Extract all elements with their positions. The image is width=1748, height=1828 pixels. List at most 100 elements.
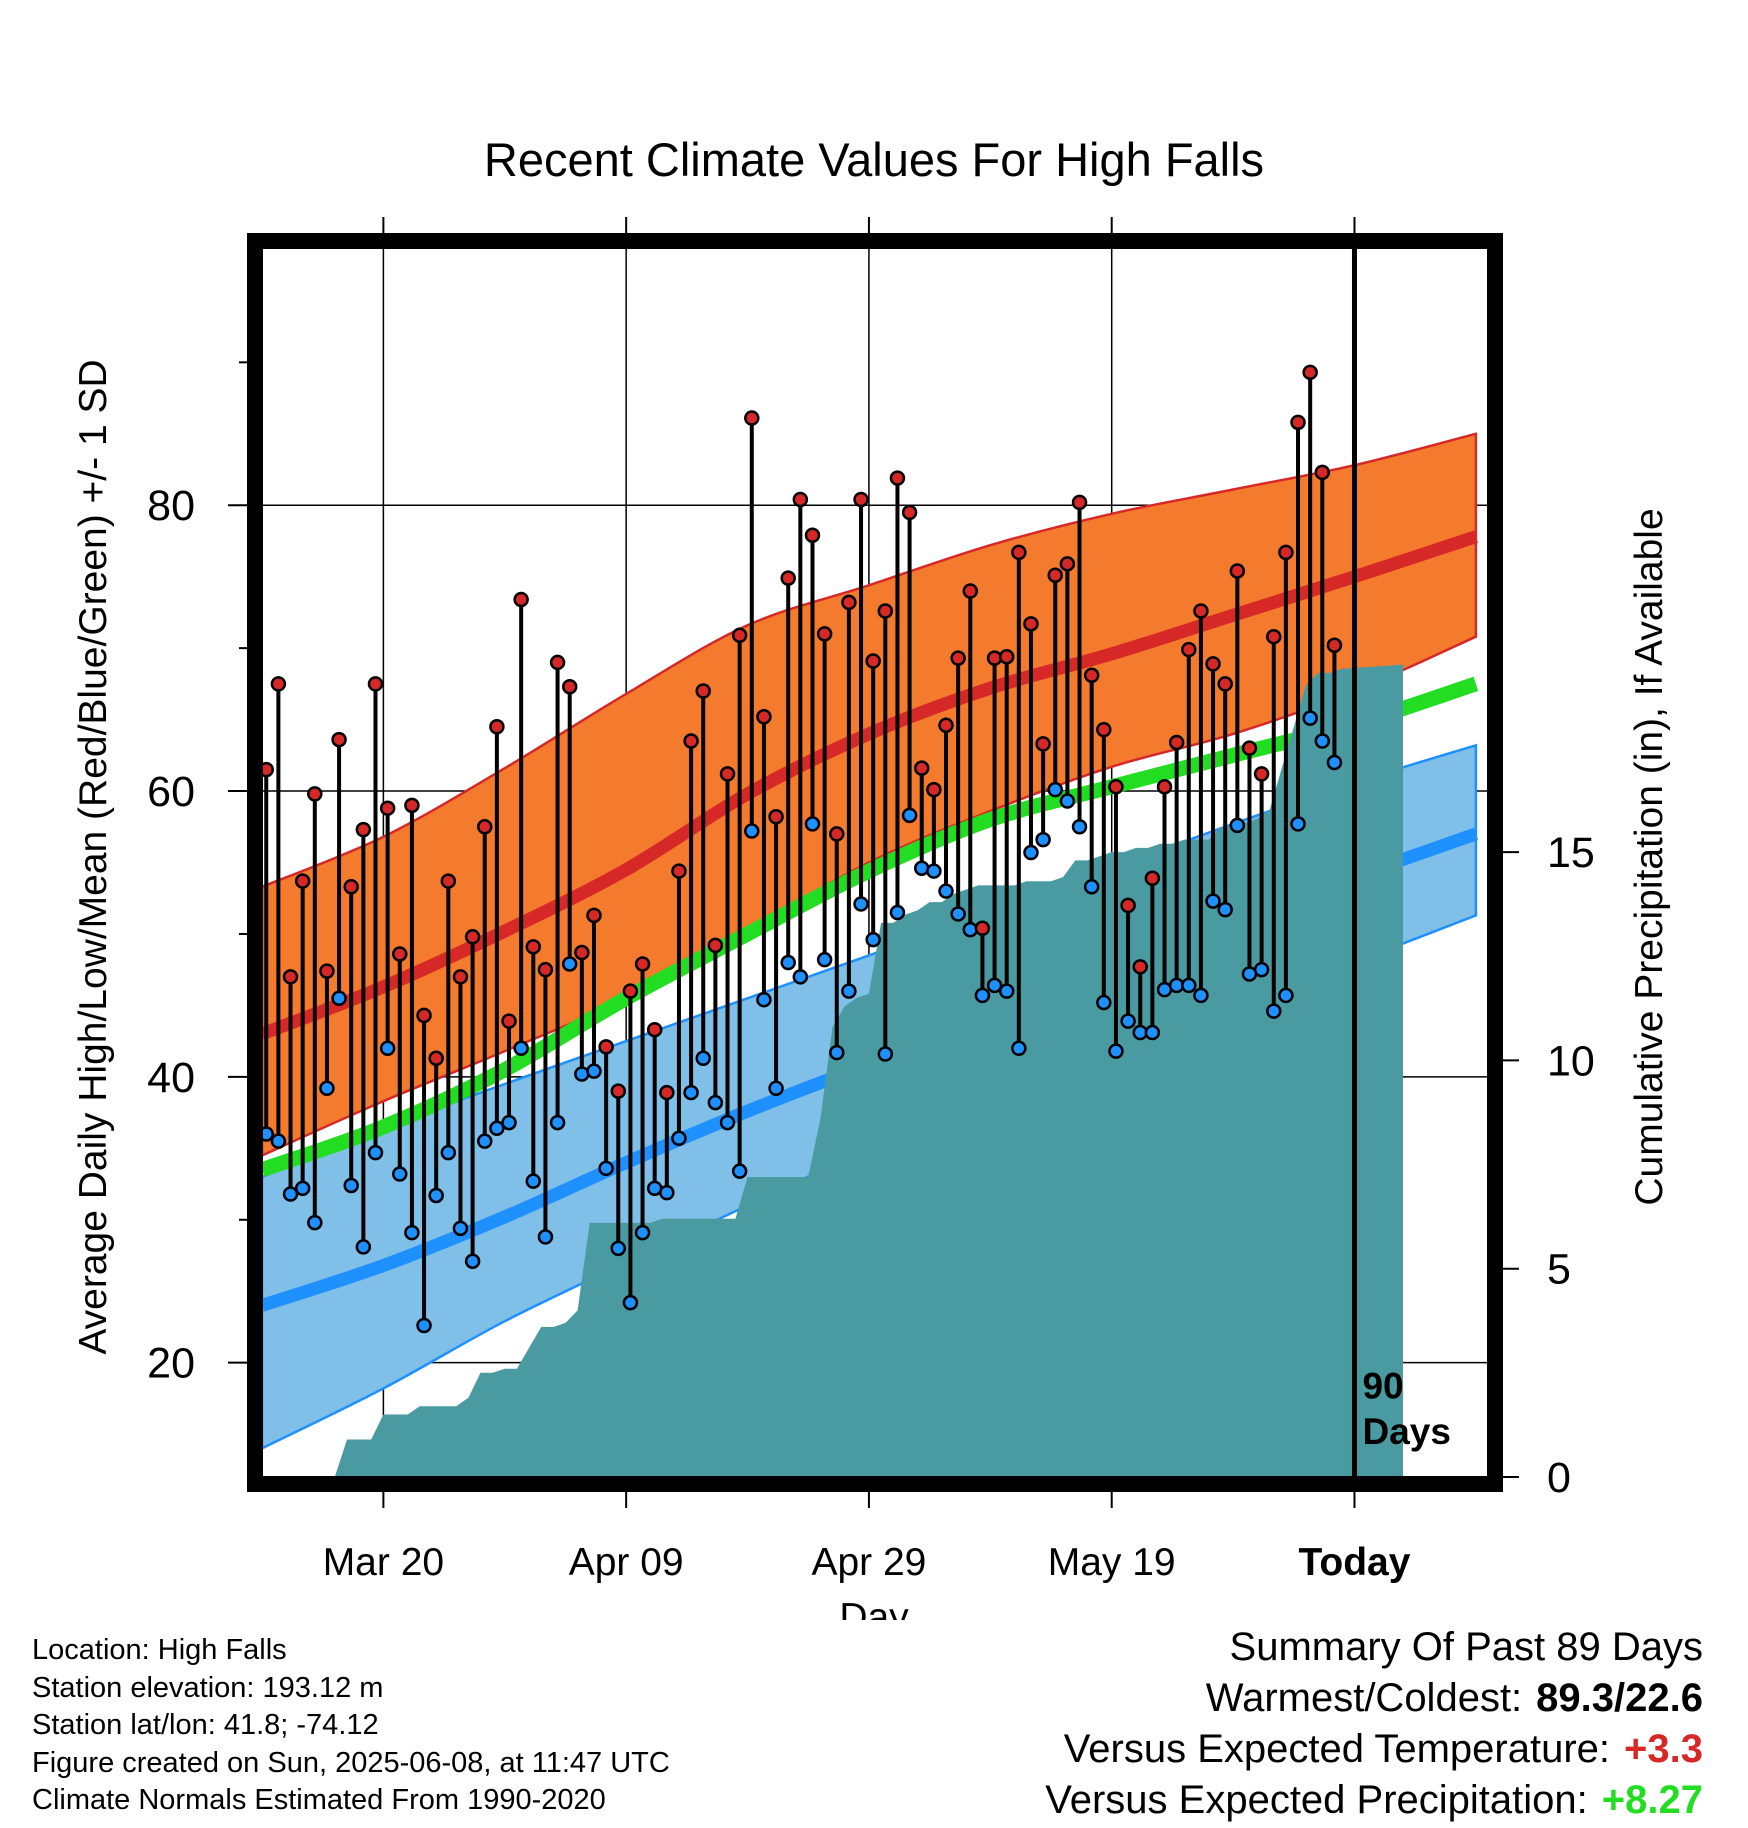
daily-high-point <box>489 718 505 735</box>
daily-high-point <box>1193 603 1209 619</box>
daily-low-point <box>1205 893 1221 909</box>
daily-high-point <box>428 1050 444 1067</box>
daily-low-point <box>428 1187 444 1204</box>
daily-high-point <box>1205 656 1221 672</box>
high-mean-line <box>262 530 1478 1041</box>
daily-high-point <box>1071 494 1088 511</box>
daily-high-point <box>355 821 372 838</box>
y-tick-label: 80 <box>147 482 195 530</box>
daily-low-point <box>865 931 881 948</box>
daily-low-point <box>986 977 1003 994</box>
daily-low-point <box>1278 987 1294 1004</box>
daily-high-point <box>282 969 299 985</box>
temp-value: +3.3 <box>1624 1727 1703 1771</box>
daily-high-point <box>1023 616 1039 632</box>
y2-tick-label: 15 <box>1547 829 1595 877</box>
daily-low-point <box>561 956 578 972</box>
daily-high-point <box>452 969 469 985</box>
x-tick-label: Apr 09 <box>569 1541 684 1584</box>
temp-label: Versus Expected Temperature: <box>1063 1727 1611 1771</box>
elevation-text: Station elevation: 193.12 m <box>32 1671 384 1704</box>
daily-high-point <box>974 920 991 936</box>
daily-low-point <box>1253 961 1270 978</box>
daily-low-point <box>501 1114 517 1131</box>
daily-low-point <box>1035 831 1051 848</box>
climate-chart: Recent Climate Values For High Falls Ave… <box>72 133 1671 1620</box>
daily-high-point <box>816 626 833 642</box>
daily-low-point <box>1193 987 1209 1004</box>
daily-high-point <box>780 570 796 586</box>
daily-low-point <box>416 1317 432 1334</box>
y2-tick-label: 0 <box>1547 1454 1571 1502</box>
daily-high-point <box>1266 628 1282 645</box>
daily-high-point <box>262 761 274 778</box>
latlon-text: Station lat/lon: 41.8; -74.12 <box>32 1709 379 1741</box>
daily-high-point <box>792 491 809 508</box>
plot-frame <box>247 233 1503 1492</box>
daily-high-point <box>1083 667 1100 684</box>
daily-high-point <box>501 1013 517 1029</box>
daily-low-point <box>950 906 966 922</box>
daily-high-point <box>1241 740 1258 756</box>
daily-low-point <box>1314 733 1331 749</box>
axes: 20 40 60 80 0 5 10 15 Mar 20 Apr 09 Apr 29 May 19 To… <box>147 217 1595 1584</box>
daily-low-point <box>1229 817 1246 834</box>
daily-low-point <box>610 1240 627 1257</box>
daily-low-point <box>792 969 809 985</box>
daily-high-point <box>1181 641 1197 658</box>
daily-low-point <box>1108 1043 1124 1059</box>
daily-low-point <box>294 1180 311 1197</box>
daily-high-point <box>1314 464 1331 481</box>
daily-low-point <box>476 1133 493 1149</box>
daily-low-point <box>913 860 930 876</box>
precip-label: Versus Expected Precipitation: <box>1045 1778 1588 1822</box>
daily-low-point <box>731 1163 748 1179</box>
daily-high-point <box>998 648 1015 665</box>
x-tick-label: May 19 <box>1048 1541 1176 1584</box>
daily-high-point <box>537 961 554 978</box>
daily-high-point <box>367 676 384 692</box>
daily-high-point <box>1168 734 1185 751</box>
daily-high-point <box>841 594 857 611</box>
daily-high-point <box>440 873 457 889</box>
warmest-row: Warmest/Coldest: 89.3/22.6 <box>1045 1673 1703 1724</box>
station-info: Location: High Falls Station elevation: … <box>32 1632 670 1820</box>
daily-high-point <box>561 678 578 695</box>
daily-high-point <box>804 527 821 543</box>
daily-low-point <box>282 1186 299 1202</box>
daily-low-point <box>1266 1003 1282 1019</box>
daily-high-point <box>1108 779 1124 795</box>
x-tick-label: Today <box>1298 1541 1410 1584</box>
daily-high-point <box>307 786 323 802</box>
daily-high-point <box>1229 563 1246 579</box>
daily-high-point <box>476 819 493 835</box>
y2-tick-label: 5 <box>1547 1246 1571 1294</box>
daily-high-point <box>343 879 359 895</box>
daily-low-point <box>270 1133 287 1149</box>
daily-high-point <box>379 800 396 816</box>
daily-low-point <box>841 983 857 999</box>
daily-low-point <box>440 1144 457 1161</box>
daily-low-point <box>262 1126 274 1142</box>
daily-low-point <box>1011 1040 1027 1057</box>
created-text: Figure created on Sun, 2025-06-08, at 11… <box>32 1746 670 1779</box>
y2-axis-label: Cumulative Precipitation (in), If Availa… <box>1628 508 1671 1205</box>
daily-high-point <box>962 583 979 599</box>
daily-high-point <box>270 676 287 692</box>
daily-low-point <box>1290 816 1306 832</box>
daily-high-point <box>404 797 420 814</box>
daily-low-point <box>343 1177 359 1194</box>
daily-low-point <box>768 1080 784 1097</box>
temp-row: Versus Expected Temperature: +3.3 <box>1045 1724 1703 1775</box>
daily-low-point <box>671 1130 687 1147</box>
daily-high-point <box>598 1039 614 1055</box>
daily-high-point <box>1290 414 1306 431</box>
daily-low-point <box>998 983 1015 999</box>
y-tick-label: 20 <box>147 1340 195 1388</box>
daily-low-point <box>319 1080 335 1097</box>
daily-high-point <box>913 760 930 776</box>
daily-high-point <box>525 939 542 955</box>
daily-high-point <box>294 873 311 889</box>
daily-low-point <box>586 1063 602 1079</box>
daily-low-point <box>1071 819 1088 835</box>
